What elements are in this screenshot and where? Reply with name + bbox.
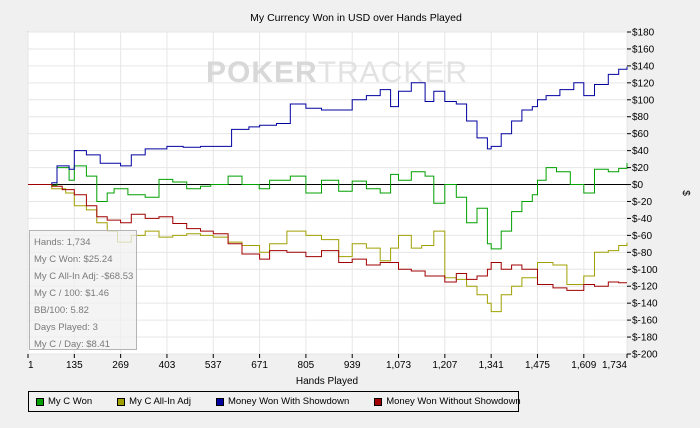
y-tick-label: $40: [632, 146, 649, 157]
y-tick-label: $-200: [632, 350, 658, 361]
x-tick-label: 805: [298, 360, 315, 371]
y-tick-label: $-20: [632, 197, 652, 208]
y-tick-label: $20: [632, 163, 649, 174]
y-tick-label: $-40: [632, 214, 652, 225]
y-tick-label: $60: [632, 129, 649, 140]
y-tick-label: $80: [632, 112, 649, 123]
y-tick-label: $100: [632, 95, 655, 106]
legend-label: My C Won: [48, 396, 93, 407]
stat-bb-100: BB/100: 5.82: [34, 305, 89, 316]
x-tick-label: 1,734: [602, 360, 627, 371]
legend-label: My C All-In Adj: [129, 396, 191, 407]
y-tick-label: $-100: [632, 265, 658, 276]
y-tick-label: $-80: [632, 248, 652, 259]
legend-item: My C All-In Adj: [117, 396, 191, 407]
x-tick-label: 671: [251, 360, 268, 371]
x-tick-label: 1,609: [571, 360, 596, 371]
y-tick-label: $160: [632, 44, 655, 55]
legend-swatch: [374, 397, 383, 406]
stat-per-100: My C / 100: $1.46: [34, 288, 109, 299]
series-group: [28, 66, 628, 313]
x-tick-label: 403: [159, 360, 176, 371]
legend-swatch: [117, 397, 126, 406]
legend-label: Money Won Without Showdown: [386, 396, 521, 407]
legend-item: Money Won Without Showdown: [374, 396, 521, 407]
legend: My C Won My C All-In Adj Money Won With Sh…: [28, 391, 521, 412]
legend-item: Money Won With Showdown: [215, 396, 350, 407]
legend-swatch: [215, 397, 224, 406]
x-tick-label: 1,207: [432, 360, 457, 371]
chart-title: My Currency Won in USD over Hands Played: [250, 12, 462, 24]
series-line-1: [28, 163, 628, 250]
y-tick-label: $140: [632, 61, 655, 72]
y-tick-label: $120: [632, 78, 655, 89]
stats-box: Hands: 1,734 My C Won: $25.24 My C All-I…: [29, 230, 137, 350]
x-tick-label: 939: [344, 360, 361, 371]
x-tick-label: 1,475: [525, 360, 550, 371]
y-tick-label: $-140: [632, 299, 658, 310]
y-tick-label: $-180: [632, 333, 658, 344]
series-line-3: [28, 66, 628, 185]
stat-won: My C Won: $25.24: [34, 254, 113, 265]
y-tick-label: $-160: [632, 316, 658, 327]
legend-label: Money Won With Showdown: [227, 396, 350, 407]
series-line-4: [28, 184, 627, 291]
x-tick-label: 269: [112, 360, 129, 371]
stat-per-day: My C / Day: $8.41: [34, 339, 111, 350]
stat-allin-adj: My C All-In Adj: -$68.53: [34, 271, 134, 282]
x-tick-label: 1,341: [479, 360, 504, 371]
x-tick-label: 537: [205, 360, 222, 371]
y-tick-label: $-120: [632, 282, 658, 293]
stat-days: Days Played: 3: [34, 322, 98, 333]
x-axis-ticks: 1 135 269 403 537 671 805 939 1,073 1,207 1,341 1,4…: [27, 354, 628, 371]
y-axis-ticks: $180 $160 $140 $120 $100 $80 $60 $40 $20 $0 $-20 $-…: [627, 28, 658, 361]
x-tick-label: 135: [66, 360, 83, 371]
y-tick-label: $-60: [632, 231, 652, 242]
legend-item: My C Won: [36, 396, 92, 407]
x-tick-label: 1: [28, 360, 34, 371]
x-axis-label: Hands Played: [296, 376, 358, 387]
stat-hands: Hands: 1,734: [34, 237, 91, 248]
y-tick-label: $180: [632, 28, 655, 39]
y-tick-label: $0: [632, 180, 644, 191]
legend-swatch: [36, 397, 44, 406]
x-tick-label: 1,073: [386, 360, 411, 371]
y-axis-label: $: [680, 190, 691, 196]
